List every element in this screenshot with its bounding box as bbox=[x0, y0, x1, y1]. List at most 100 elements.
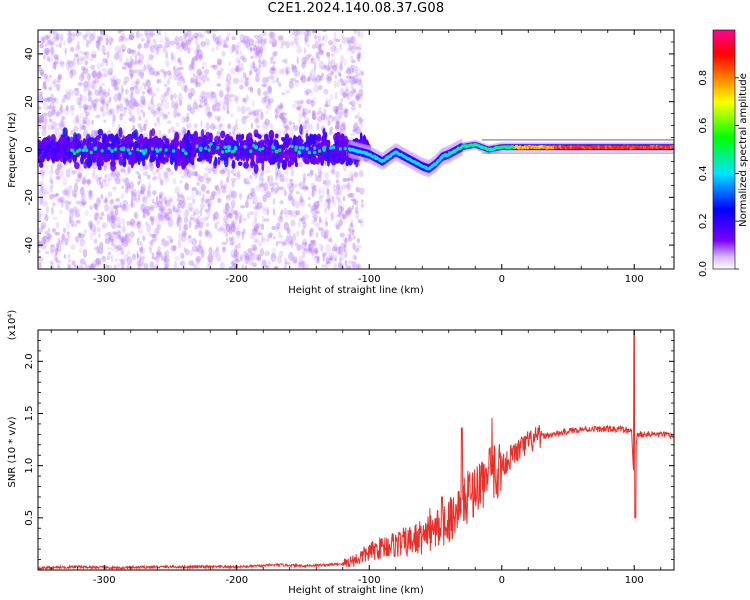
spectrogram-noise-mark bbox=[198, 175, 204, 183]
spectrogram-noise-mark bbox=[349, 91, 354, 97]
spectrogram-noise-mark bbox=[114, 177, 121, 185]
spectrogram-noise-mark bbox=[87, 80, 91, 88]
spectrogram-noise-mark bbox=[190, 61, 195, 69]
spectrogram-noise-mark bbox=[115, 78, 121, 85]
spectrogram-noise-mark bbox=[180, 72, 183, 80]
spectrogram-noise-mark bbox=[162, 211, 167, 219]
spectrogram-noise-mark bbox=[121, 66, 127, 70]
spectrogram-noise-mark bbox=[207, 253, 214, 263]
spectrogram-noise-mark bbox=[39, 42, 44, 49]
spectrogram-noise-mark bbox=[216, 70, 222, 79]
spectrogram-noise-mark bbox=[53, 252, 58, 262]
spectrogram-noise-mark bbox=[91, 263, 94, 269]
spectrogram-noise-mark bbox=[82, 34, 87, 39]
spectrogram-noise-mark bbox=[173, 109, 178, 118]
spectrogram-noise-mark bbox=[164, 266, 168, 269]
spectrogram-noise-mark bbox=[233, 124, 239, 131]
spectrogram-noise-mark bbox=[148, 231, 152, 238]
spectrogram-noise-mark bbox=[51, 106, 55, 112]
spectrogram-noise-mark bbox=[142, 111, 146, 118]
spectrogram-noise-mark bbox=[329, 129, 333, 136]
spectrogram-noise-mark bbox=[205, 263, 210, 269]
spectrogram-noise-mark bbox=[195, 75, 199, 85]
spectrogram-noise-mark bbox=[265, 95, 270, 100]
spectrogram-noise-mark bbox=[152, 201, 159, 205]
spectrogram-noise-mark bbox=[200, 249, 205, 258]
spectrogram-noise-mark bbox=[78, 232, 82, 239]
spectrogram-noise-mark bbox=[194, 35, 198, 39]
spectrogram-noise-mark bbox=[212, 64, 218, 69]
spectrogram-noise-mark bbox=[103, 203, 110, 212]
spectrogram-band-mark bbox=[76, 133, 82, 141]
spectrogram-noise-mark bbox=[67, 253, 71, 260]
spectrogram-noise-mark bbox=[162, 113, 166, 121]
spectrogram-noise-mark bbox=[310, 68, 316, 77]
spectrogram-noise-mark bbox=[219, 67, 224, 73]
spectrogram-noise-mark bbox=[257, 232, 263, 236]
spectrogram-noise-mark bbox=[141, 132, 147, 138]
spectrogram-noise-mark bbox=[142, 197, 148, 204]
spectrogram-noise-mark bbox=[252, 60, 256, 70]
spectrogram-noise-mark bbox=[167, 87, 171, 92]
spectrogram-noise-mark bbox=[133, 86, 139, 90]
spectrogram-noise-mark bbox=[232, 225, 237, 234]
spectrogram-noise-mark bbox=[207, 106, 211, 111]
spectrogram-noise-mark bbox=[310, 99, 315, 108]
spectrogram-noise-mark bbox=[222, 207, 228, 214]
spectrogram-noise-mark bbox=[244, 264, 248, 269]
spectrogram-noise-mark bbox=[311, 186, 317, 191]
spectrogram-noise-mark bbox=[290, 167, 295, 177]
spectrogram-noise-mark bbox=[80, 72, 84, 76]
spectrogram-noise-mark bbox=[325, 179, 331, 186]
spectrogram-noise-mark bbox=[83, 35, 88, 41]
spectrogram-noise-mark bbox=[226, 32, 231, 37]
spectrogram-noise-mark bbox=[91, 80, 97, 84]
spectrogram-noise-mark bbox=[81, 72, 85, 80]
spectrogram-noise-mark bbox=[338, 63, 343, 72]
spectrogram-noise-mark bbox=[205, 38, 210, 47]
spectrogram-noise-mark bbox=[167, 218, 174, 228]
spectrogram-noise-mark bbox=[169, 127, 175, 134]
spectrogram-noise-mark bbox=[122, 35, 127, 42]
spectrogram-noise-mark bbox=[340, 122, 346, 127]
spectrogram-noise-mark bbox=[113, 80, 118, 87]
spectrogram-noise-mark bbox=[89, 205, 94, 211]
spectrogram-noise-mark bbox=[301, 260, 306, 267]
spectrogram-noise-mark bbox=[360, 203, 365, 208]
spectrogram-noise-mark bbox=[290, 132, 295, 138]
spectrogram-noise-mark bbox=[98, 85, 103, 94]
spectrogram-noise-mark bbox=[325, 74, 330, 80]
spectrogram-noise-mark bbox=[176, 213, 181, 221]
spectrogram-noise-mark bbox=[79, 124, 82, 132]
spectrogram-noise-mark bbox=[156, 70, 161, 76]
spectrogram-noise-mark bbox=[328, 257, 333, 261]
spectrogram-noise-mark bbox=[96, 35, 103, 41]
spectrogram-noise-mark bbox=[104, 180, 110, 188]
spectrogram-noise-mark bbox=[274, 67, 278, 76]
spectrogram-speck bbox=[224, 149, 229, 154]
spectrogram-noise-mark bbox=[235, 66, 242, 73]
spectrogram-noise-mark bbox=[336, 183, 341, 191]
spectrogram-noise-mark bbox=[38, 249, 41, 254]
spectrogram-noise-mark bbox=[304, 34, 309, 38]
spectrogram-noise-mark bbox=[281, 112, 288, 116]
spectrogram-noise-mark bbox=[157, 107, 161, 112]
spectrogram-noise-mark bbox=[283, 221, 290, 231]
spectrogram-noise-mark bbox=[80, 125, 84, 130]
spectrogram-speck bbox=[274, 149, 278, 154]
spectrogram-noise-mark bbox=[53, 61, 57, 65]
spectrogram-noise-mark bbox=[300, 75, 307, 84]
spectrogram-noise-mark bbox=[250, 55, 254, 60]
spectrogram-noise-mark bbox=[353, 122, 359, 131]
spectrogram-band-mark bbox=[103, 153, 110, 163]
spectrogram-noise-mark bbox=[122, 80, 128, 86]
spectrogram-noise-mark bbox=[103, 91, 110, 98]
spectrogram-speck bbox=[158, 147, 163, 152]
spectrogram-noise-mark bbox=[112, 186, 117, 191]
spectrogram-noise-mark bbox=[131, 80, 136, 90]
spectrogram-noise-mark bbox=[292, 30, 299, 37]
spectrogram-noise-mark bbox=[302, 185, 309, 191]
spectrogram-noise-mark bbox=[321, 112, 325, 116]
spectrogram-noise-mark bbox=[297, 219, 301, 229]
spectrogram-noise-mark bbox=[96, 226, 101, 233]
